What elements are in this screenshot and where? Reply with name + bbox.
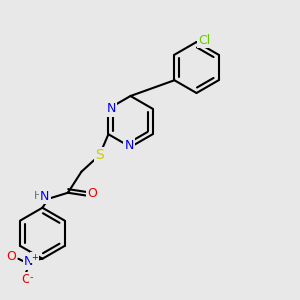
Text: O: O (21, 273, 31, 286)
Text: +: + (31, 253, 38, 262)
Text: N: N (40, 190, 50, 203)
Text: O: O (6, 250, 16, 263)
Text: Cl: Cl (198, 34, 210, 47)
Text: -: - (30, 272, 33, 282)
Text: S: S (95, 148, 104, 162)
Text: H: H (34, 191, 42, 201)
Text: N: N (124, 139, 134, 152)
Text: N: N (107, 102, 116, 115)
Text: N: N (24, 255, 34, 268)
Text: O: O (87, 187, 97, 200)
